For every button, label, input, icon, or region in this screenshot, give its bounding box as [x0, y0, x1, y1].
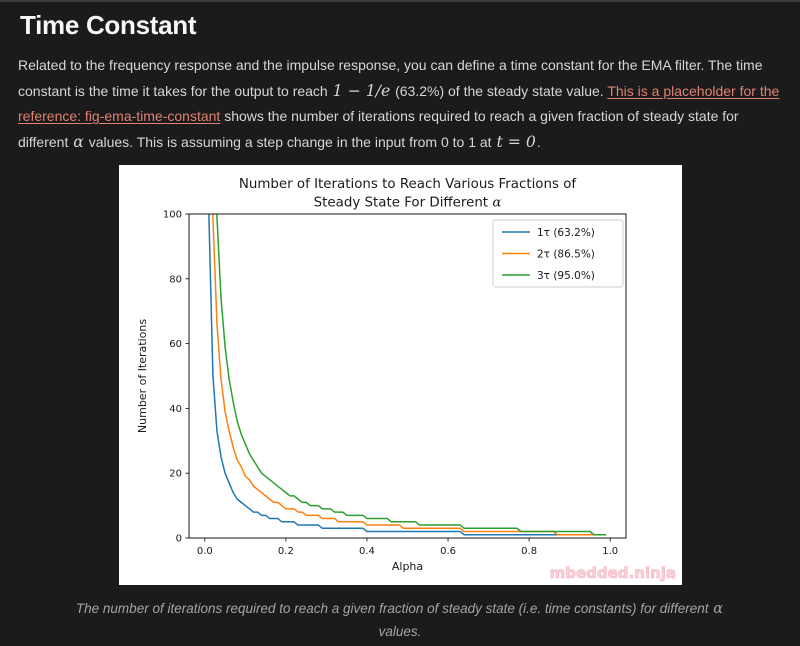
legend-box: [492, 219, 623, 288]
text-segment: .: [536, 134, 541, 150]
y-axis-label: Number of Iterations: [136, 319, 149, 433]
y-tick-label: 20: [169, 469, 182, 480]
figure: Number of Iterations to Reach Various Fr…: [0, 165, 800, 643]
x-tick-label: 1.0: [602, 546, 618, 557]
plot-border: [188, 213, 626, 539]
ema-time-constant-chart: Number of Iterations to Reach Various Fr…: [136, 177, 676, 582]
text-segment: Related to the frequency response and th…: [18, 57, 763, 99]
y-tick-label: 100: [162, 210, 181, 221]
x-tick-label: 0.2: [277, 546, 293, 557]
chart-title-line-2: Steady State For Different α: [313, 196, 501, 211]
x-tick-label: 0.6: [440, 546, 456, 557]
inline-math: t = 0: [496, 132, 536, 151]
x-tick-label: 0.4: [359, 546, 375, 557]
chart-title-line-1: Number of Iterations to Reach Various Fr…: [238, 177, 576, 192]
series-line-1: [207, 214, 606, 536]
legend-label-1: 1τ (63.2%): [537, 227, 595, 239]
text-segment: (63.2%) of the steady state value.: [391, 83, 608, 99]
chart-figure: Number of Iterations to Reach Various Fr…: [118, 165, 682, 585]
inline-math: 1 − 1/e: [332, 81, 391, 100]
text-segment: shows the number of iterations required …: [18, 108, 739, 150]
y-tick-label: 80: [169, 274, 182, 285]
x-tick-label: 0.0: [196, 546, 212, 557]
text-segment: values.: [378, 624, 422, 639]
page-title: Time Constant: [20, 10, 197, 40]
y-tick-label: 60: [169, 339, 182, 350]
inline-math: α: [73, 132, 84, 151]
text-segment: values. This is assuming a step change i…: [84, 134, 496, 150]
watermark-text: mbedded.ninja: [549, 564, 675, 582]
y-tick-label: 0: [175, 534, 181, 545]
fig-reference-link[interactable]: This is a placeholder for the reference:…: [18, 83, 780, 124]
legend-label-2: 2τ (86.5%): [537, 248, 595, 260]
intro-paragraph: Related to the frequency response and th…: [18, 53, 782, 155]
article: Time Constant Related to the frequency r…: [0, 10, 800, 643]
figure-caption: The number of iterations required to rea…: [70, 597, 730, 643]
text-segment: The number of iterations required to rea…: [75, 601, 713, 616]
legend-label-3: 3τ (95.0%): [537, 270, 595, 282]
x-axis-label: Alpha: [391, 560, 422, 573]
x-tick-label: 0.8: [521, 546, 537, 557]
y-tick-label: 40: [169, 404, 182, 415]
series-line-3: [215, 214, 606, 536]
inline-math: α: [713, 600, 724, 617]
